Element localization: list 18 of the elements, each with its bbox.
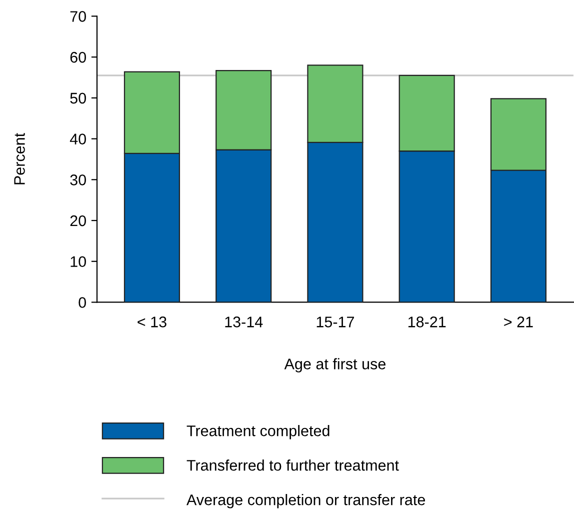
- y-tick-label: 40: [70, 134, 86, 144]
- y-tick-label: 60: [70, 52, 86, 63]
- x-tick-label: > 21: [504, 316, 533, 328]
- y-tick-label: 50: [70, 92, 86, 104]
- legend-label: Transferred to further treatment: [186, 460, 399, 471]
- x-tick-label: 18-21: [408, 316, 446, 328]
- y-tick-label: 30: [70, 174, 86, 186]
- y-axis-title: Percent: [14, 132, 25, 184]
- x-tick-label: 13-14: [225, 316, 263, 328]
- y-tick-label: 10: [70, 256, 86, 268]
- y-tick-label: 20: [70, 215, 86, 226]
- y-tick-label: 70: [70, 11, 86, 22]
- y-tick-label: 0: [78, 297, 86, 308]
- legend-label: Average completion or transfer rate: [186, 494, 425, 508]
- legend-label: Treatment completed: [186, 425, 330, 440]
- x-axis-title: Age at first use: [284, 358, 386, 372]
- x-tick-label: < 13: [138, 316, 166, 328]
- x-tick-label: 15-17: [316, 316, 354, 328]
